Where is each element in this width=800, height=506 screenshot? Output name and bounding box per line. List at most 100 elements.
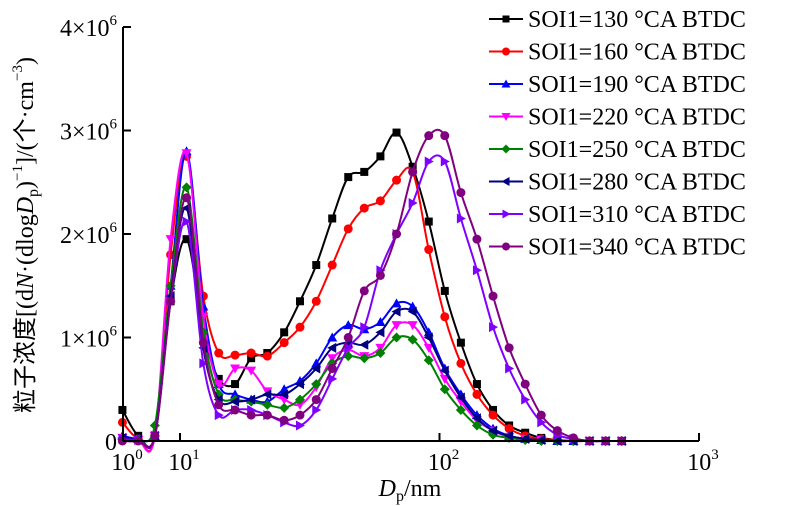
x-axis-title: Dp/nm [378,476,442,505]
data-point [279,389,289,400]
data-point [536,434,546,445]
data-point [391,332,402,343]
data-point [520,379,530,389]
data-point [279,415,289,425]
data-point [327,342,337,353]
data-point [294,400,305,410]
data-point [375,316,386,326]
data-point [456,358,466,368]
data-point [311,363,321,374]
data-point [343,224,353,234]
legend-marker [501,113,511,121]
legend-marker [502,47,510,56]
data-point [312,261,321,270]
data-point [375,327,385,338]
legend-label: SOI1=130 °CA BTDC [528,7,746,33]
data-point [439,365,449,376]
data-point [375,196,385,206]
legend-item: SOI1=310 °CA BTDC [489,202,746,228]
data-point [214,410,224,421]
data-point [279,402,290,413]
data-point [504,343,514,353]
x-tick-label: 100 [111,447,143,476]
data-point [391,306,401,317]
data-point [489,405,498,414]
data-point [536,410,546,420]
data-point [488,291,498,301]
axes: 0 1×106 2×106 3×106 4×106 100 101 102 103 [60,13,719,476]
data-point [294,394,305,405]
data-point [246,410,256,420]
y-tick-label: 2×106 [60,220,118,249]
axis-labels: Dp/nm 粒子浓度[(dN·(dlogDp)−1]/(个·cm−3) [10,57,442,505]
data-point [230,350,240,360]
data-point [359,203,369,213]
x-tick-label: 101 [168,447,200,476]
legend-marker [501,144,511,154]
data-point [344,342,354,353]
data-point [376,152,385,161]
legend-label: SOI1=220 °CA BTDC [528,105,746,131]
data-point [424,217,433,226]
data-point [360,322,370,333]
data-point [471,413,481,424]
data-point [392,128,401,137]
data-point [149,420,160,431]
data-point [472,265,482,276]
series-layer [117,128,627,453]
legend-marker [502,209,511,219]
data-point [328,214,337,223]
data-point [311,395,321,405]
data-point [440,312,450,322]
series-7 [118,154,627,449]
data-point [375,348,386,359]
data-point [294,379,304,390]
data-point [408,162,417,171]
data-point [262,389,272,400]
legend-label: SOI1=160 °CA BTDC [528,40,746,66]
data-point [423,355,434,366]
data-point [472,380,481,389]
data-point [327,332,338,342]
series-line [122,154,622,449]
data-point [424,245,434,255]
data-point [489,322,499,333]
legend-item: SOI1=220 °CA BTDC [489,105,746,131]
data-point [214,374,223,383]
data-point [552,426,562,436]
data-point [424,131,434,141]
data-point [246,348,256,358]
data-point [408,197,418,208]
data-point [391,321,402,331]
data-point [327,260,337,270]
data-point [230,364,241,374]
data-point [199,358,209,369]
data-point [262,399,273,410]
legend-marker [502,242,510,251]
data-point [311,379,322,390]
y-tick-label: 0 [105,430,117,456]
data-point [246,394,256,405]
data-point [344,173,353,182]
data-point [407,306,417,317]
data-point [181,149,192,159]
data-point [488,410,498,420]
data-point [505,363,515,374]
data-point [231,380,240,389]
data-point [213,380,224,390]
legend-label: SOI1=250 °CA BTDC [528,137,746,163]
data-point [455,392,465,403]
data-point [230,389,241,399]
data-point [456,213,466,224]
data-point [392,229,402,239]
data-point [181,182,192,193]
data-point [280,328,289,337]
data-point [230,405,240,415]
data-point [375,270,385,280]
legend-marker [502,15,510,23]
legend-item: SOI1=130 °CA BTDC [489,7,746,33]
data-point [504,424,514,434]
legend-item: SOI1=160 °CA BTDC [489,40,746,66]
data-point [295,410,305,420]
